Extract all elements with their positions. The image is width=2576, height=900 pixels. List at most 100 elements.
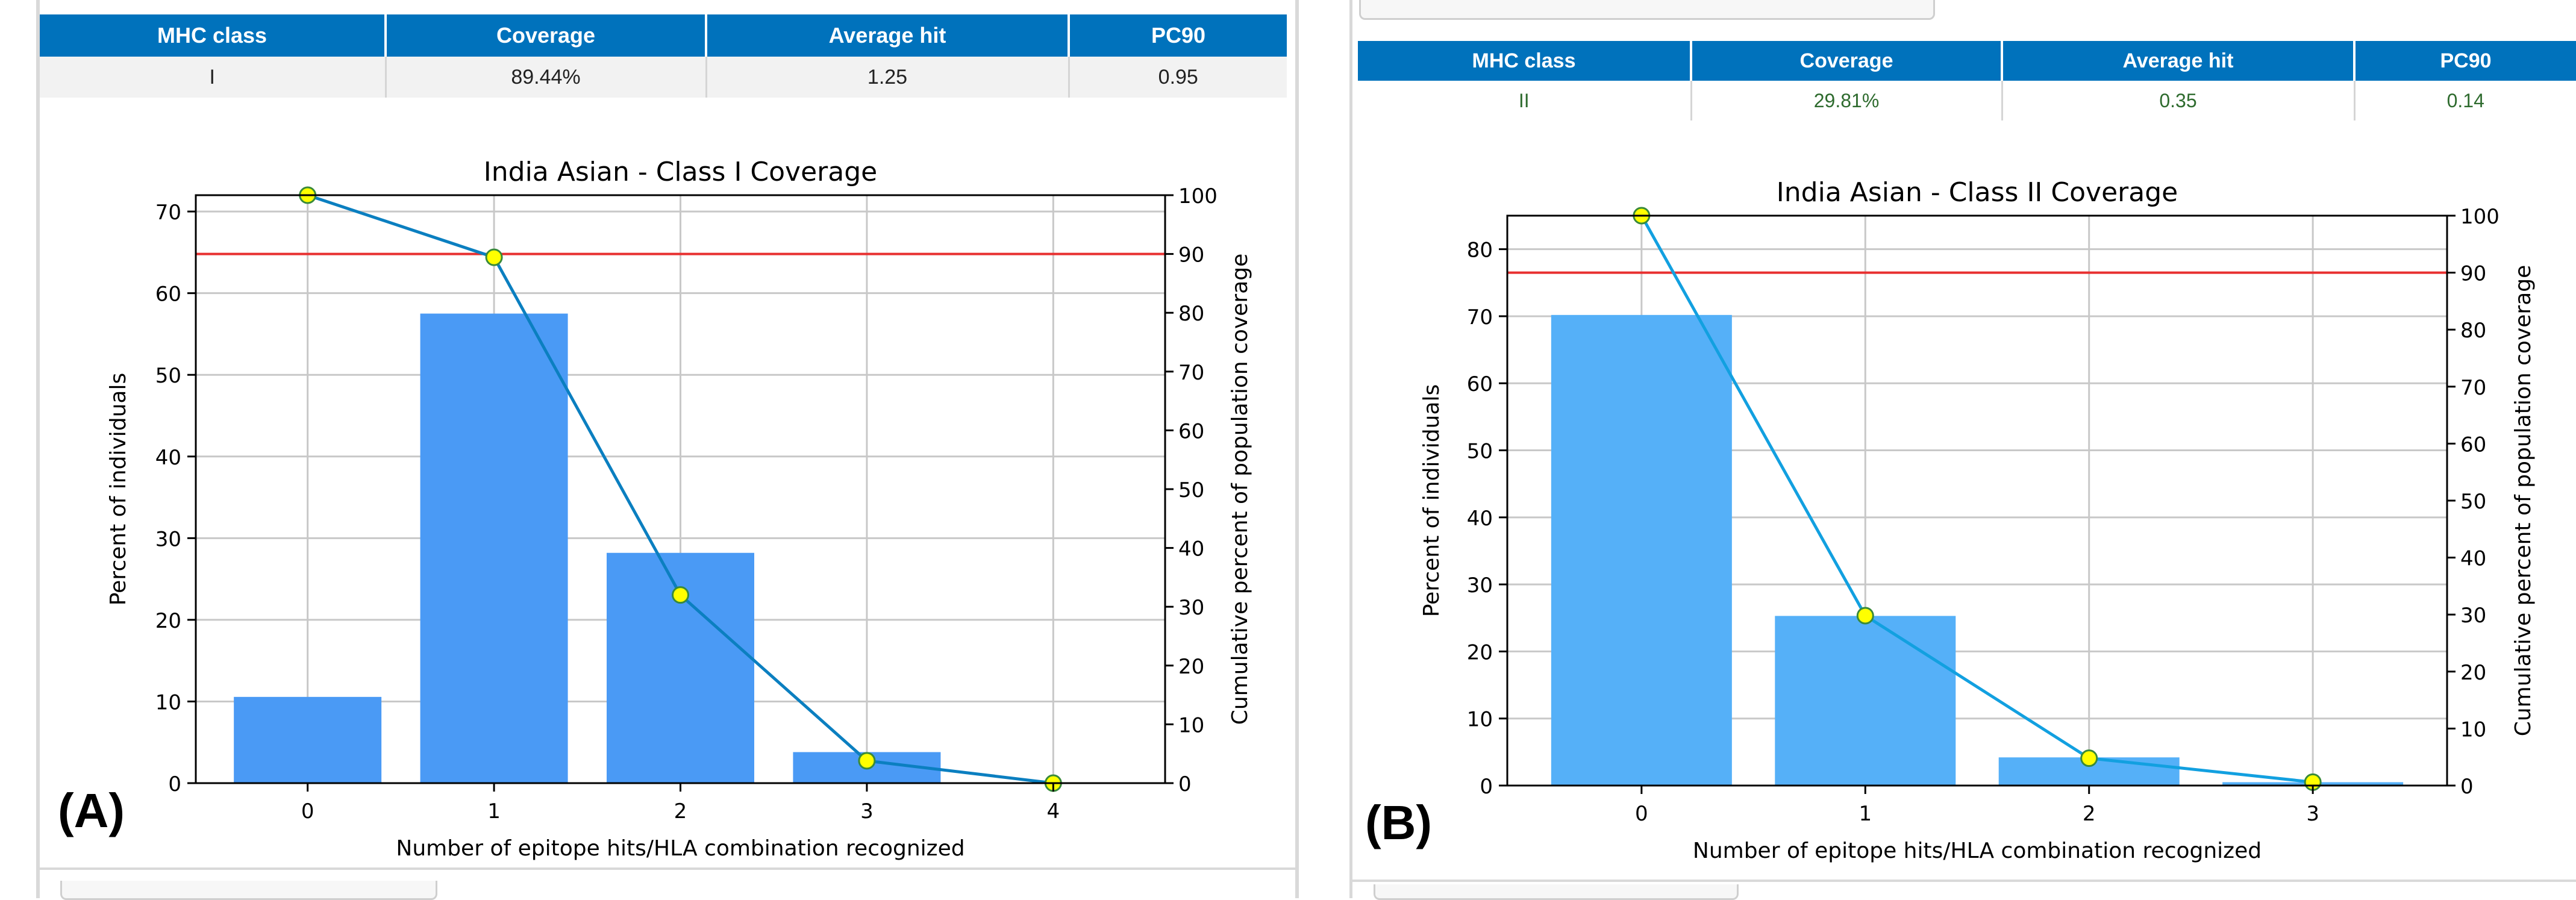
x-tick-label: 4 (1047, 799, 1060, 823)
table-b-header-coverage: Coverage (1691, 41, 2003, 81)
x-axis-label: Number of epitope hits/HLA combination r… (396, 836, 964, 861)
table-row: I 89.44% 1.25 0.95 (40, 57, 1287, 98)
y-tick-label: 70 (1467, 305, 1493, 330)
y-tick-label: 10 (155, 690, 181, 714)
panel-b-bottom-border (1349, 880, 2576, 882)
table-a-cell-coverage: 89.44% (386, 57, 707, 98)
panel-b-top-scrollbar[interactable] (1359, 0, 1935, 20)
y-tick-label: 60 (155, 283, 181, 307)
y-tick-label: 30 (1467, 573, 1493, 598)
chart-a: 0 10 20 30 40 50 60 70 0 10 20 30 40 50 60 70 80 90 100 0 1 2… (106, 157, 1252, 861)
table-a-cell-mhc-class: I (40, 57, 387, 98)
y2-tick-label: 90 (1178, 243, 1204, 267)
table-b-cell-coverage: 29.81% (1691, 81, 2003, 120)
panel-a-right-border (1295, 0, 1299, 898)
table-b-header-mhc-class: MHC class (1358, 41, 1692, 81)
table-b-header-pc90: PC90 (2354, 41, 2576, 81)
y-axis-label: Percent of individuals (1419, 384, 1444, 617)
table-a-header-pc90: PC90 (1069, 14, 1287, 57)
y2-tick-label: 50 (1178, 478, 1204, 502)
table-b: MHC class Coverage Average hit PC90 II 2… (1358, 41, 2576, 120)
y2-tick-label: 100 (1178, 184, 1218, 208)
chart-title: India Asian - Class I Coverage (484, 157, 877, 187)
y-tick-label: 20 (1467, 640, 1493, 664)
table-a-header-row: MHC class Coverage Average hit PC90 (40, 14, 1287, 57)
table-row: II 29.81% 0.35 0.14 (1358, 81, 2576, 120)
y2-tick-label: 10 (1178, 713, 1204, 737)
x-tick-label: 2 (2083, 802, 2096, 826)
y2-tick-label: 80 (2460, 319, 2486, 343)
y2-tick-label: 0 (1178, 772, 1192, 796)
y2-tick-label: 60 (1178, 419, 1204, 443)
panel-label-a: (A) (58, 784, 125, 837)
y2-tick-label: 40 (2460, 547, 2486, 571)
y2-tick-label: 10 (2460, 717, 2486, 742)
y2-tick-label: 30 (2460, 604, 2486, 628)
x-tick-label: 2 (674, 799, 687, 823)
y-tick-label: 80 (1467, 239, 1493, 263)
line-point-1 (485, 248, 503, 266)
table-a-header-mhc-class: MHC class (40, 14, 387, 57)
chart-title: India Asian - Class II Coverage (1777, 177, 2178, 208)
y2-tick-label: 70 (2460, 376, 2486, 400)
y-tick-label: 0 (1480, 775, 1493, 799)
table-a-header-coverage: Coverage (386, 14, 707, 57)
y-tick-label: 40 (155, 446, 181, 470)
y2-axis-label: Cumulative percent of population coverag… (1228, 254, 1252, 725)
line-point-1 (1856, 607, 1874, 625)
x-tick-label: 0 (1635, 802, 1648, 826)
line-point-2 (672, 586, 689, 604)
y-tick-label: 60 (1467, 372, 1493, 396)
table-b-header-row: MHC class Coverage Average hit PC90 (1358, 41, 2576, 81)
y2-tick-label: 50 (2460, 490, 2486, 514)
bar-0 (234, 696, 382, 783)
y2-tick-label: 60 (2460, 433, 2486, 457)
y2-tick-label: 20 (1178, 655, 1204, 679)
panel-b: MHC class Coverage Average hit PC90 II 2… (1349, 0, 2576, 900)
y-tick-label: 30 (155, 527, 181, 551)
y-tick-label: 50 (1467, 440, 1493, 464)
y-tick-label: 50 (155, 364, 181, 388)
table-a-cell-average-hit: 1.25 (706, 57, 1070, 98)
y2-tick-label: 100 (2460, 205, 2499, 229)
line-point-2 (2080, 749, 2098, 767)
cumulative-line (1640, 214, 2313, 784)
panel-b-left-border (1349, 0, 1352, 898)
table-b-cell-average-hit: 0.35 (2002, 81, 2356, 120)
table-b-header-average-hit: Average hit (2002, 41, 2356, 81)
y2-tick-label: 40 (1178, 537, 1204, 561)
x-tick-label: 1 (487, 799, 501, 823)
x-tick-label: 1 (1859, 802, 1872, 826)
y-tick-label: 0 (168, 772, 181, 796)
line-point-3 (858, 752, 876, 770)
panel-a: MHC class Coverage Average hit PC90 I 89… (36, 0, 1299, 900)
x-tick-label: 3 (2306, 802, 2319, 826)
panel-a-bottom-border (36, 867, 1299, 870)
y2-tick-label: 90 (2460, 262, 2486, 286)
x-tick-label: 0 (301, 799, 314, 823)
y2-tick-label: 30 (1178, 596, 1204, 620)
x-axis-label: Number of epitope hits/HLA combination r… (1693, 839, 2262, 863)
y2-tick-label: 80 (1178, 302, 1204, 326)
y-tick-label: 70 (155, 201, 181, 225)
y2-tick-label: 20 (2460, 661, 2486, 685)
table-a: MHC class Coverage Average hit PC90 I 89… (40, 14, 1287, 98)
bar-0 (1551, 314, 1732, 786)
panel-label-b: (B) (1365, 796, 1433, 849)
table-a-cell-pc90: 0.95 (1069, 57, 1287, 98)
chart-b: 0 10 20 30 40 50 60 70 80 0 10 20 30 40 50 60 70 80 90 100 0… (1419, 177, 2536, 863)
x-tick-label: 3 (860, 799, 874, 823)
table-a-header-average-hit: Average hit (706, 14, 1070, 57)
bar-1 (420, 313, 568, 783)
table-b-cell-pc90: 0.14 (2354, 81, 2576, 120)
y2-axis-label: Cumulative percent of population coverag… (2511, 265, 2536, 737)
panel-a-left-border (36, 0, 40, 898)
y2-tick-label: 70 (1178, 361, 1204, 385)
table-b-cell-mhc-class: II (1358, 81, 1692, 120)
bar-1 (1775, 616, 1956, 786)
y-axis-label: Percent of individuals (106, 373, 131, 606)
y-tick-label: 40 (1467, 507, 1493, 531)
y-tick-label: 10 (1467, 708, 1493, 732)
y2-tick-label: 0 (2460, 775, 2474, 799)
y-tick-label: 20 (155, 609, 181, 633)
